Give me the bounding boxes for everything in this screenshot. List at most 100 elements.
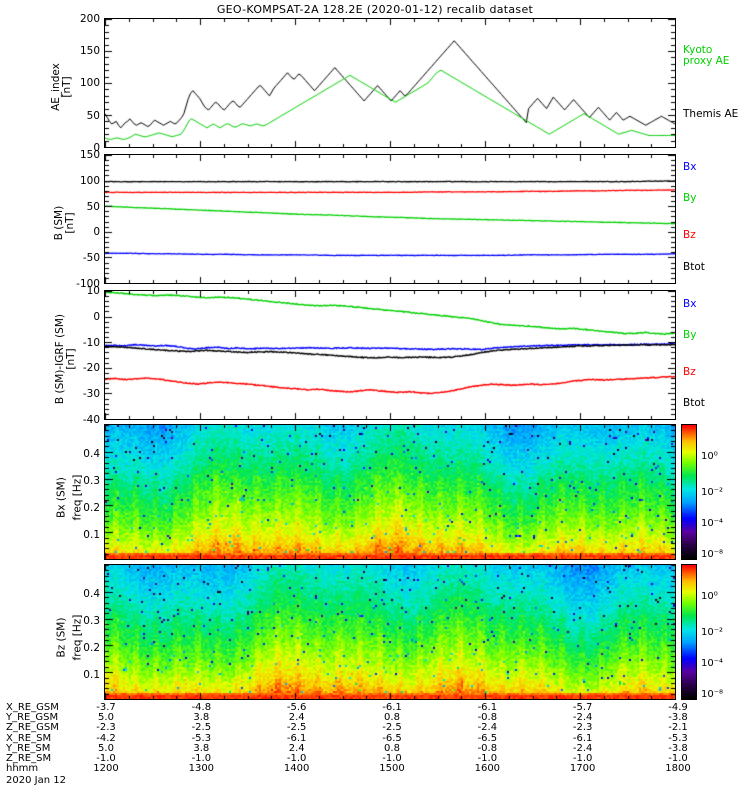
xaxis-value-y_re_sm-1700: -2.4 <box>572 742 593 754</box>
legend-kyoto-line1: Kyoto <box>683 44 713 56</box>
ytick-p3-m10: -10 <box>82 337 100 349</box>
legend-p2-bz: Bz <box>683 229 696 241</box>
xaxis-value-z_re_gsm-1800: -2.1 <box>668 722 688 734</box>
ytick-p2-100: 100 <box>79 175 100 187</box>
ytick-p3-m20: -20 <box>82 362 100 374</box>
ytick-p4-03: 0.3 <box>83 475 100 487</box>
xaxis-row-label-y_re_sm: Y_RE_SM <box>6 742 51 754</box>
xaxis-value-hhmm-1400: 1400 <box>283 763 310 775</box>
ytick-p4-02: 0.2 <box>83 502 100 514</box>
xaxis-value-z_re_sm-1400: -1.0 <box>286 752 307 764</box>
cb1-tick-0: 10⁰ <box>701 451 718 462</box>
xaxis-value-z_re_sm-1600: -1.0 <box>477 752 498 764</box>
panel-b-sm <box>104 154 676 284</box>
cb1-tick-1: 10⁻² <box>701 487 724 498</box>
xaxis-col-1500: -6.1 0.8 -2.5 -6.5 0.8 -1.0 1500 <box>372 702 412 774</box>
xaxis-row-label-y_re_gsm: Y_RE_GSM <box>6 712 59 724</box>
ytick-p3-10: 10 <box>86 285 100 297</box>
xaxis-col-1400: -5.6 2.4 -2.5 -6.1 2.4 -1.0 1400 <box>277 702 317 775</box>
ytick-p2-50: 50 <box>86 201 100 213</box>
legend-themis-ae: Themis AE <box>683 108 739 120</box>
panel-spectrogram-bz <box>104 564 676 700</box>
ytick-p4-01: 0.1 <box>83 529 100 541</box>
ytick-p5-02: 0.2 <box>83 642 100 654</box>
ytick-p2-m50: -50 <box>82 252 100 264</box>
colorbar-bz <box>681 564 697 700</box>
legend-p3-bx: Bx <box>683 298 697 310</box>
xaxis-value-x_re_gsm-1300: -4.8 <box>191 702 212 713</box>
ytick-p3-m40: -40 <box>82 414 100 426</box>
ytick-p1-50: 50 <box>86 110 100 122</box>
xaxis-value-x_re_sm-1700: -6.1 <box>572 732 593 744</box>
ytick-p5-04: 0.4 <box>83 588 100 600</box>
xaxis-value-x_re_sm-1200: -4.2 <box>96 732 116 744</box>
xaxis-value-z_re_sm-1800: -1.0 <box>668 752 688 764</box>
xaxis-value-y_re_sm-1400: 2.4 <box>288 742 305 754</box>
xaxis-value-z_re_gsm-1400: -2.5 <box>286 722 307 734</box>
xaxis-value-y_re_gsm-1800: -3.8 <box>668 712 688 724</box>
xaxis-value-y_re_sm-1300: 3.8 <box>193 742 210 754</box>
xaxis-value-x_re_gsm-1200: -3.7 <box>96 702 116 713</box>
ytick-p2-150: 150 <box>79 149 100 161</box>
xaxis-value-x_re_gsm-1800: -4.9 <box>668 702 688 713</box>
xaxis-value-y_re_gsm-1200: 5.0 <box>98 712 114 724</box>
ytick-p5-01: 0.1 <box>83 669 100 681</box>
date-label: 2020 Jan 12 <box>6 775 66 786</box>
ytick-p1-100: 100 <box>79 77 100 89</box>
xaxis-value-y_re_sm-1800: -3.8 <box>668 742 688 754</box>
xaxis-value-z_re_gsm-1500: -2.5 <box>382 722 402 734</box>
ytick-p2-m100: -100 <box>76 278 100 290</box>
legend-p2-btot: Btot <box>683 261 705 273</box>
xaxis-value-y_re_sm-1600: -0.8 <box>477 742 498 754</box>
cb2-tick-2: 10⁻⁴ <box>701 658 724 669</box>
xaxis-row-label-x_re_gsm: X_RE_GSM <box>6 702 59 713</box>
xaxis-value-y_re_gsm-1500: 0.8 <box>384 712 400 724</box>
figure-title: GEO-KOMPSAT-2A 128.2E (2020-01-12) recal… <box>216 3 534 16</box>
xaxis-row-labels: X_RE_GSM Y_RE_GSM Z_RE_GSM X_RE_SM Y_RE_SM Z_… <box>6 702 59 775</box>
ytick-p4-04: 0.4 <box>83 448 100 460</box>
xaxis-value-z_re_gsm-1300: -2.5 <box>191 722 212 734</box>
xaxis-value-x_re_sm-1300: -5.3 <box>191 732 212 744</box>
xaxis-value-x_re_gsm-1400: -5.6 <box>286 702 307 713</box>
xaxis-value-y_re_gsm-1700: -2.4 <box>572 712 593 724</box>
xaxis-row-label-hhmm: hhmm <box>6 763 39 775</box>
xaxis-value-y_re_sm-1500: 0.8 <box>384 742 400 754</box>
xaxis-row-label-x_re_sm: X_RE_SM <box>6 732 52 744</box>
legend-p3-btot: Btot <box>683 397 705 409</box>
xaxis-value-x_re_gsm-1700: -5.7 <box>572 702 593 713</box>
xaxis-col-1700: -5.7 -2.4 -2.3 -6.1 -2.4 -1.0 1700 <box>563 702 603 775</box>
xaxis-value-z_re_gsm-1200: -2.3 <box>96 722 116 734</box>
xaxis-value-x_re_sm-1400: -6.1 <box>286 732 307 744</box>
xaxis-value-x_re_gsm-1600: -6.1 <box>477 702 498 713</box>
xaxis-col-1800: -4.9 -3.8 -2.1 -5.3 -3.8 -1.0 1800 <box>658 702 698 775</box>
legend-p3-by: By <box>683 329 697 341</box>
xaxis-value-x_re_gsm-1500: -6.1 <box>382 702 402 713</box>
xaxis-value-y_re_sm-1200: 5.0 <box>98 742 114 754</box>
xaxis-value-y_re_gsm-1600: -0.8 <box>477 712 498 724</box>
panel-b-sm-minus-igrf <box>104 290 676 420</box>
legend-p2-by: By <box>683 192 697 204</box>
xaxis-row-label-z_re_sm: Z_RE_SM <box>6 752 52 764</box>
ytick-p5-03: 0.3 <box>83 615 100 627</box>
xaxis-col-1300: -4.8 3.8 -2.5 -5.3 3.8 -1.0 1300 <box>181 702 221 775</box>
ytick-p3-0: 0 <box>93 311 100 323</box>
xaxis-value-z_re_sm-1300: -1.0 <box>191 752 212 764</box>
xaxis-value-hhmm-1800: 1800 <box>665 763 691 775</box>
xaxis-row-label-z_re_gsm: Z_RE_GSM <box>6 722 59 734</box>
xaxis-col-1600: -6.1 -0.8 -2.4 -6.5 -0.8 -1.0 1600 <box>467 702 507 774</box>
xaxis-value-z_re_sm-1200: -1.0 <box>96 752 116 764</box>
cb1-tick-2: 10⁻⁴ <box>701 518 724 529</box>
cb1-tick-3: 10⁻⁸ <box>701 549 724 560</box>
xaxis-value-y_re_gsm-1300: 3.8 <box>193 712 210 724</box>
ytick-p1-200: 200 <box>79 13 100 25</box>
xaxis-value-x_re_sm-1800: -5.3 <box>668 732 688 744</box>
xaxis-value-hhmm-1200: 1200 <box>93 763 119 775</box>
cb2-tick-0: 10⁰ <box>701 591 718 602</box>
xaxis-value-z_re_sm-1700: -1.0 <box>572 752 593 764</box>
panel-spectrogram-bx <box>104 424 676 560</box>
xaxis-value-hhmm-1700: 1700 <box>569 763 596 775</box>
ytick-p1-0: 0 <box>93 142 100 154</box>
xaxis-value-hhmm-1300: 1300 <box>188 763 215 775</box>
legend-kyoto-line2: proxy AE <box>683 55 730 67</box>
xaxis-value-z_re_sm-1500: -1.0 <box>382 752 402 764</box>
